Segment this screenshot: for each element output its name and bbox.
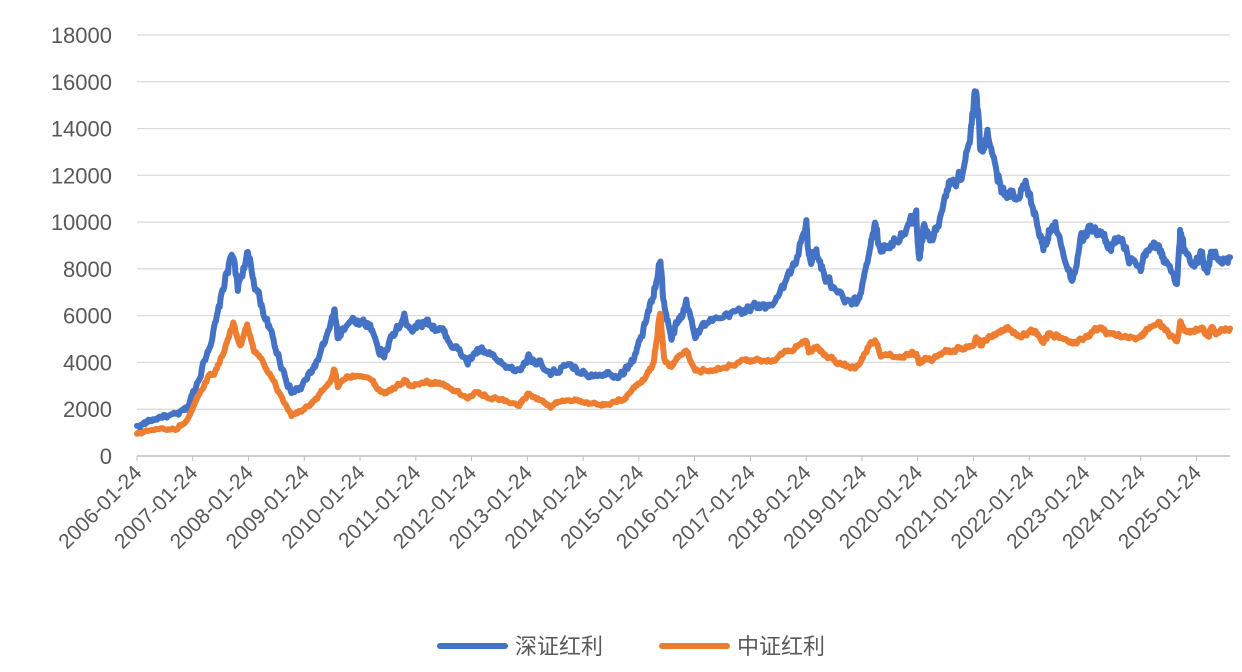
y-tick-label: 18000 — [51, 23, 112, 48]
legend: 深证红利 中证红利 — [437, 635, 825, 660]
legend-item-1: 深证红利 — [437, 635, 603, 660]
y-tick-label: 14000 — [51, 117, 112, 142]
axes — [136, 455, 1230, 461]
legend-label: 中证红利 — [737, 635, 825, 660]
series-lines — [134, 88, 1233, 437]
x-axis-ticks: 2006-01-242007-01-242008-01-242009-01-24… — [54, 461, 1206, 553]
legend-item-2: 中证红利 — [659, 635, 825, 660]
y-tick-label: 16000 — [51, 70, 112, 95]
series-line-1 — [134, 88, 1233, 431]
y-axis-ticks: 0 2000 4000 6000 8000 10000 12000 14000 16000 180… — [51, 23, 112, 469]
y-tick-label: 0 — [100, 444, 112, 469]
y-tick-label: 2000 — [63, 397, 112, 422]
series-line-2 — [134, 310, 1233, 437]
y-tick-label: 8000 — [63, 257, 112, 282]
y-tick-label: 10000 — [51, 210, 112, 235]
y-tick-label: 12000 — [51, 163, 112, 188]
y-tick-label: 4000 — [63, 350, 112, 375]
legend-label: 深证红利 — [515, 635, 603, 660]
y-tick-label: 6000 — [63, 304, 112, 329]
